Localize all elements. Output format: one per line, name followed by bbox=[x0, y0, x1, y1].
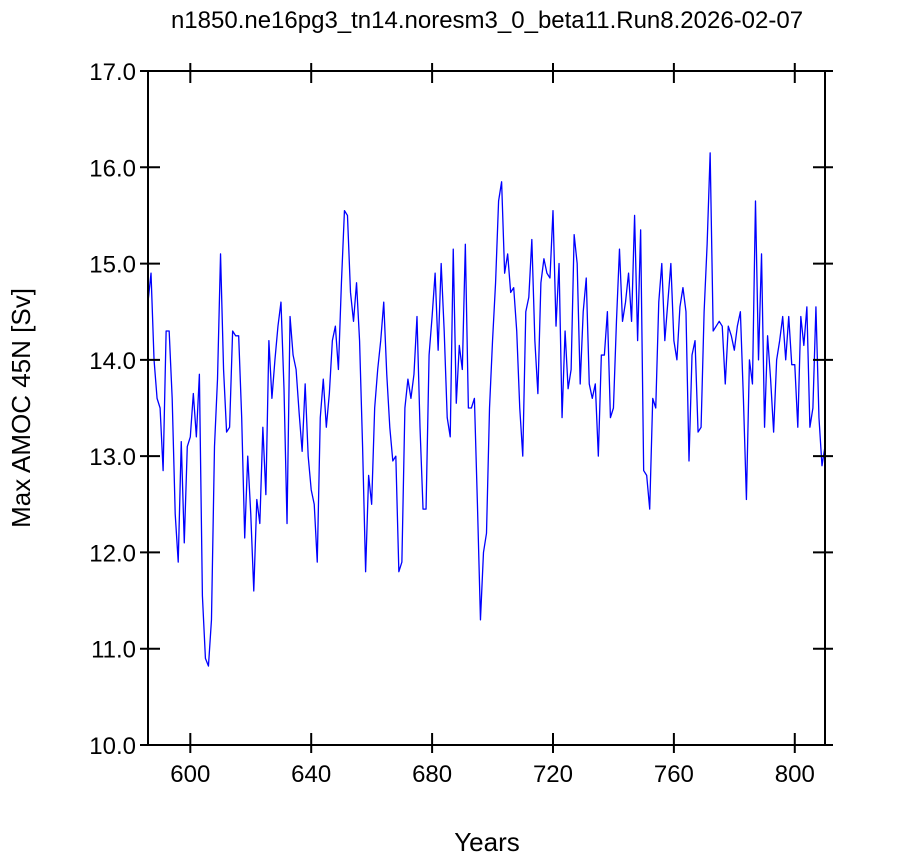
y-tick-label: 13.0 bbox=[89, 444, 136, 471]
plot-frame bbox=[147, 70, 826, 746]
y-tick-label: 10.0 bbox=[89, 733, 136, 760]
y-tick-label: 14.0 bbox=[89, 348, 136, 375]
x-tick-label: 760 bbox=[654, 761, 694, 788]
y-tick-label: 12.0 bbox=[89, 540, 136, 567]
y-tick-label: 15.0 bbox=[89, 252, 136, 279]
x-tick-label: 640 bbox=[291, 761, 331, 788]
chart-title: n1850.ne16pg3_tn14.noresm3_0_beta11.Run8… bbox=[171, 7, 803, 34]
y-axis-label: Max AMOC 45N [Sv] bbox=[6, 288, 36, 528]
x-tick-label: 680 bbox=[412, 761, 452, 788]
x-tick-label: 720 bbox=[533, 761, 573, 788]
y-tick-label: 16.0 bbox=[89, 155, 136, 182]
x-axis-label: Years bbox=[454, 827, 520, 857]
y-tick-label: 11.0 bbox=[91, 637, 136, 664]
data-line bbox=[147, 152, 826, 667]
y-tick-label: 17.0 bbox=[89, 59, 136, 86]
x-tick-label: 600 bbox=[170, 761, 210, 788]
x-tick-label: 800 bbox=[775, 761, 815, 788]
